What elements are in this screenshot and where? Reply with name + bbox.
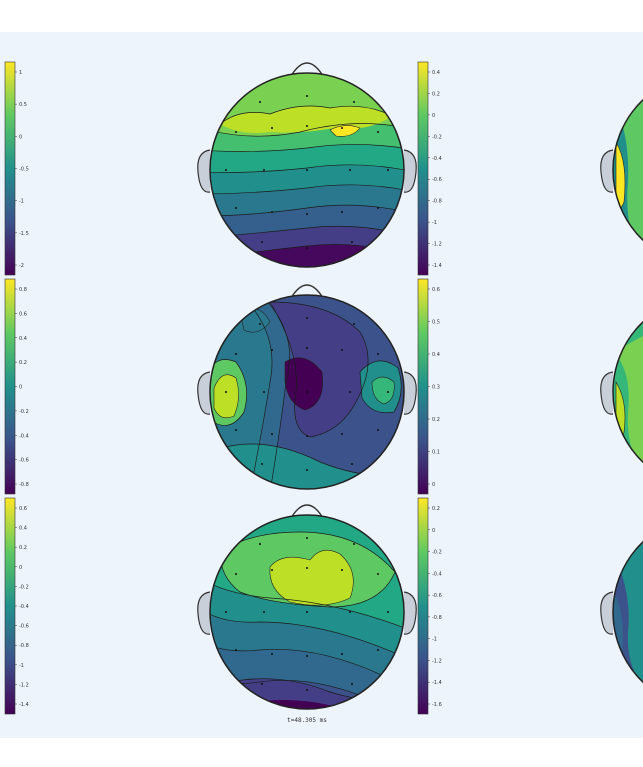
colorbar-tick-label: 0.1 xyxy=(432,450,440,456)
colorbar-tick-label: 0.4 xyxy=(432,70,440,76)
colorbar-right-2: 0.6 0.5 0.4 0.3 0.2 0.1 0 xyxy=(417,278,440,495)
colorbar-tick-label: -0.6 xyxy=(19,458,29,464)
colorbar-tick-label: -0.4 xyxy=(19,433,29,439)
colorbar-tick-label: -0.6 xyxy=(19,624,29,630)
colorbar-tick-label: -0.2 xyxy=(19,409,29,415)
colorbar-right-3: 0.2 0 -0.2 -0.4 -0.6 -0.8 -1 -1.2 -1.4 -1.6 xyxy=(417,497,442,715)
colorbar-left-2-ticks: 0.8 0.6 0.4 0.2 0 -0.2 -0.4 -0.6 -0.8 xyxy=(15,287,29,488)
colorbar-tick-label: -0.6 xyxy=(432,593,442,599)
colorbar-tick-label: -0.8 xyxy=(432,199,442,205)
colorbar-tick-label: 0 xyxy=(19,385,22,391)
colorbar-tick-label: 0.5 xyxy=(432,320,440,326)
topomap-head-right-column xyxy=(600,73,643,709)
colorbar-left-3: 0.6 0.4 0.2 0 -0.2 -0.4 -0.6 -0.8 -1 -1.2 -1.4 xyxy=(4,497,29,715)
colorbar-tick-label: 0.2 xyxy=(19,360,27,366)
colorbar-left-1: 1 0.5 0 -0.5 -1 -1.5 -2 xyxy=(4,61,29,276)
colorbar-tick-label: -0.2 xyxy=(432,134,442,140)
colorbar-tick-label: -0.6 xyxy=(432,177,442,183)
colorbar-left-3-ticks: 0.6 0.4 0.2 0 -0.2 -0.4 -0.6 -0.8 -1 -1.2 -1.4 xyxy=(15,506,29,708)
left-ear-icon xyxy=(197,149,211,193)
colorbar-left-1-ticks: 1 0.5 0 -0.5 -1 -1.5 -2 xyxy=(15,70,29,269)
colorbar-tick-label: 0.3 xyxy=(432,385,440,391)
left-ear-icon xyxy=(197,591,211,635)
colorbar-tick-label: 0 xyxy=(432,482,435,488)
topomap-head-right-2 xyxy=(600,295,643,489)
colorbar-tick-label: -1 xyxy=(19,199,24,205)
colorbar-tick-label: 0.4 xyxy=(19,526,27,532)
colorbar-tick-label: 0.8 xyxy=(19,287,27,293)
colorbar-tick-label: -1.5 xyxy=(19,231,29,237)
head-outline-1 xyxy=(209,72,405,268)
colorbar-tick-label: 0.4 xyxy=(19,336,27,342)
colorbar-right-1: 0.4 0.2 0 -0.2 -0.4 -0.6 -0.8 -1 -1.2 -1.4 xyxy=(417,61,442,276)
left-ear-icon xyxy=(600,149,614,193)
topomap-head-right-1 xyxy=(600,73,643,267)
figure-panel: 1 0.5 0 -0.5 -1 -1.5 -2 0.8 0.6 0.4 0.2 0 -0.2 -0.4 -… xyxy=(0,32,643,738)
right-ear-icon xyxy=(403,371,417,415)
colorbar-tick-label: -0.4 xyxy=(432,156,442,162)
colorbar-tick-label: -0.5 xyxy=(19,167,29,173)
colorbar-tick-label: 1 xyxy=(19,70,22,76)
colorbar-tick-label: 0 xyxy=(432,528,435,534)
colorbar-tick-label: -1.2 xyxy=(432,658,442,664)
time-label: t=48.305 ms xyxy=(287,717,327,724)
colorbar-tick-label: -1 xyxy=(432,220,437,226)
colorbar-tick-label: 0 xyxy=(19,565,22,571)
colorbar-right-3-ticks: 0.2 0 -0.2 -0.4 -0.6 -0.8 -1 -1.2 -1.4 -1.6 xyxy=(428,506,442,708)
colorbar-tick-label: 0 xyxy=(432,113,435,119)
colorbar-tick-label: 0.5 xyxy=(19,102,27,108)
right-ear-icon xyxy=(403,591,417,635)
topomap-head-1 xyxy=(197,62,417,268)
left-ear-icon xyxy=(600,591,614,635)
topomap-head-3 xyxy=(197,504,417,710)
colorbar-tick-label: -0.4 xyxy=(432,571,442,577)
colorbar-tick-label: 0.6 xyxy=(432,287,440,293)
topomap-figure: 1 0.5 0 -0.5 -1 -1.5 -2 0.8 0.6 0.4 0.2 0 -0.2 -0.4 -… xyxy=(4,61,643,724)
colorbar-tick-label: -1.2 xyxy=(19,682,29,688)
colorbar-tick-label: -1.2 xyxy=(432,242,442,248)
colorbar-tick-label: -0.4 xyxy=(19,604,29,610)
colorbar-left-2: 0.8 0.6 0.4 0.2 0 -0.2 -0.4 -0.6 -0.8 xyxy=(4,278,29,495)
head-outline-3 xyxy=(209,514,405,710)
colorbar-tick-label: -1 xyxy=(19,663,24,669)
colorbar-tick-label: 0.2 xyxy=(432,91,440,97)
colorbar-tick-label: 0.2 xyxy=(432,417,440,423)
colorbar-tick-label: 0.4 xyxy=(432,352,440,358)
colorbar-tick-label: 0.6 xyxy=(19,506,27,512)
colorbar-tick-label: 0.2 xyxy=(432,506,440,512)
colorbar-right-1-ticks: 0.4 0.2 0 -0.2 -0.4 -0.6 -0.8 -1 -1.2 -1.4 xyxy=(428,70,442,269)
colorbar-tick-label: -1.4 xyxy=(19,702,29,708)
colorbar-tick-label: 0.2 xyxy=(19,545,27,551)
colorbar-tick-label: -1.4 xyxy=(432,680,442,686)
topomap-head-right-3 xyxy=(600,515,643,709)
colorbar-tick-label: -0.8 xyxy=(19,643,29,649)
colorbar-tick-label: 0 xyxy=(19,134,22,140)
colorbar-tick-label: -0.2 xyxy=(19,584,29,590)
left-ear-icon xyxy=(600,371,614,415)
colorbar-tick-label: 0.6 xyxy=(19,311,27,317)
colorbar-tick-label: -0.8 xyxy=(432,615,442,621)
colorbar-tick-label: -1.4 xyxy=(432,263,442,269)
colorbar-tick-label: -2 xyxy=(19,263,24,269)
topomap-head-2 xyxy=(197,284,417,490)
right-ear-icon xyxy=(403,149,417,193)
colorbar-tick-label: -0.8 xyxy=(19,482,29,488)
colorbar-tick-label: -1 xyxy=(432,637,437,643)
colorbar-right-2-ticks: 0.6 0.5 0.4 0.3 0.2 0.1 0 xyxy=(428,287,440,488)
head-outline-2 xyxy=(209,294,405,490)
colorbar-tick-label: -1.6 xyxy=(432,702,442,708)
colorbar-tick-label: -0.2 xyxy=(432,550,442,556)
left-ear-icon xyxy=(197,371,211,415)
